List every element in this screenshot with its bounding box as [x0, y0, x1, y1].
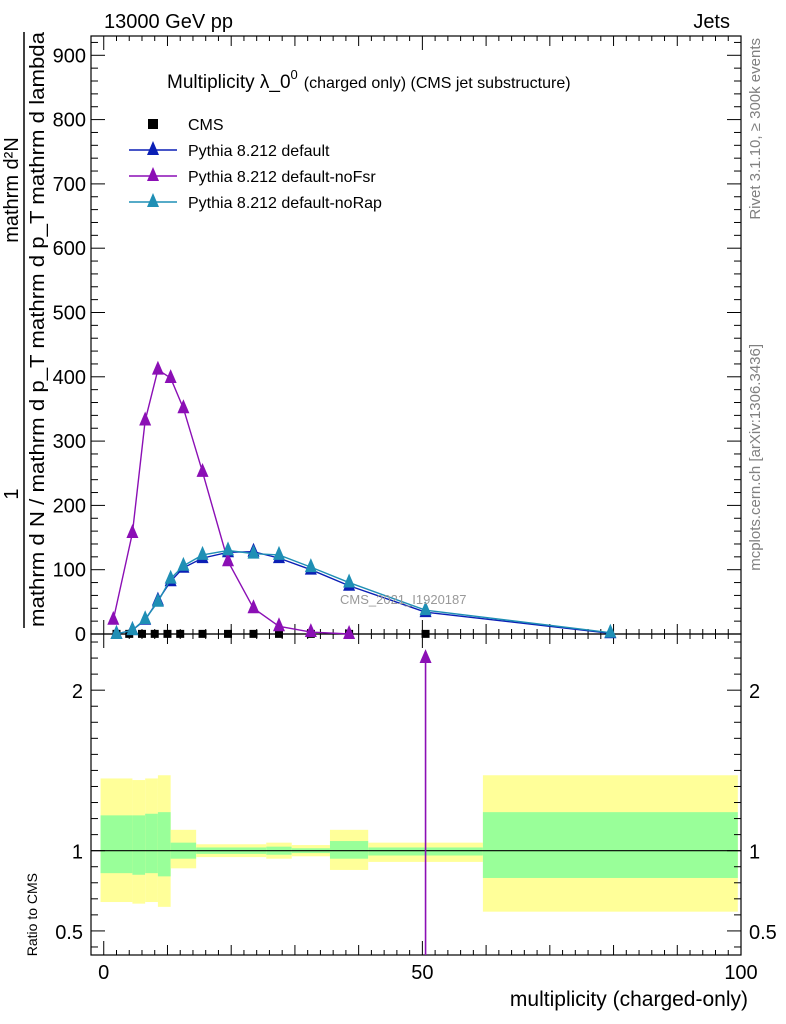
- plot-title-sup: 0: [291, 67, 298, 82]
- legend-entry-nofsr: Pythia 8.212 default-noFsr: [129, 167, 376, 186]
- series-norap-point: [604, 623, 617, 638]
- series-cms-point: [224, 629, 233, 638]
- ratio-band-inner-8: [329, 841, 369, 859]
- ratio-band-inner-10: [482, 812, 738, 878]
- legend-entry-default: Pythia 8.212 default: [129, 141, 330, 160]
- series-norap-point: [304, 558, 317, 573]
- y-axis-label-denominator: mathrm d N / mathrm d p_T mathrm d p_T m…: [27, 31, 49, 627]
- legend-label: CMS: [188, 117, 224, 134]
- ratio-y-tick-label: 2: [72, 681, 83, 703]
- main-y-tick-label: 0: [75, 624, 86, 646]
- main-y-tick-label: 100: [53, 560, 86, 582]
- series-nofsr-point: [247, 599, 260, 614]
- series-cms-point: [249, 629, 258, 638]
- legend-label: Pythia 8.212 default-noFsr: [188, 169, 376, 186]
- series-nofsr-point: [126, 524, 139, 538]
- rivet-label: Rivet 3.1.10, ≥ 300k events: [747, 38, 764, 220]
- series-norap-point: [272, 545, 285, 560]
- legend-label: Pythia 8.212 default-noRap: [188, 195, 382, 212]
- analysis-watermark: CMS_2021_I1920187: [340, 592, 467, 607]
- y-axis-label-dN: mathrm d²N: [1, 137, 23, 243]
- x-tick-label: 0: [98, 962, 109, 984]
- series-nofsr-point: [304, 623, 317, 638]
- legend-entry-norap: Pythia 8.212 default-noRap: [129, 193, 382, 212]
- main-y-tick-label: 200: [53, 495, 86, 517]
- x-tick-label: 50: [411, 962, 433, 984]
- ratio-nofsr-point: [419, 649, 432, 664]
- main-y-tick-label: 400: [53, 367, 86, 389]
- series-norap-point: [222, 541, 235, 556]
- series-norap-point: [151, 592, 164, 607]
- ratio-band-inner-3: [157, 812, 171, 877]
- series-norap-point: [164, 569, 177, 584]
- legend-entry-cms: CMS: [148, 117, 224, 134]
- ratio-plot-frame: [90, 633, 742, 956]
- legend-swatch-marker: [148, 119, 158, 129]
- series-nofsr-line: [112, 368, 350, 635]
- series-cms-point: [198, 629, 207, 638]
- series-nofsr-point: [107, 610, 120, 625]
- ratio-band-inner-1: [132, 815, 146, 875]
- main-y-tick-label: 300: [53, 431, 86, 453]
- series-nofsr-point: [177, 399, 190, 414]
- ratio-uncertainty-bands: [91, 775, 741, 912]
- legend-swatch-marker: [147, 193, 159, 207]
- legend-label: Pythia 8.212 default: [188, 143, 330, 160]
- legend: CMS Pythia 8.212 default Pythia 8.212 defa…: [129, 117, 382, 212]
- ratio-series-nofsr: [419, 649, 432, 955]
- series-nofsr: [107, 360, 356, 639]
- series-cms-point: [274, 629, 283, 638]
- axis-ticks: 0 50 100 0 100 200 300 400 500 600 700 800 900 0.5 0.5…: [53, 36, 777, 984]
- series-cms-point: [176, 629, 185, 638]
- series-cms-point: [137, 629, 146, 638]
- series-norap-point: [110, 625, 123, 639]
- main-y-tick-label: 900: [53, 45, 86, 67]
- mcplots-label: mcplots.cern.ch [arXiv:1306.3436]: [747, 344, 764, 571]
- main-y-tick-label: 500: [53, 302, 86, 324]
- plot-title-main: Multiplicity λ_0: [167, 72, 291, 93]
- x-tick-label: 100: [724, 962, 757, 984]
- y-axis-label-numerator: 1: [1, 488, 23, 499]
- series-norap-point: [139, 610, 152, 625]
- series-cms-point: [150, 629, 159, 638]
- series-norap-point: [247, 544, 260, 559]
- series-cms-point: [163, 629, 172, 638]
- series-nofsr-point: [151, 360, 164, 375]
- plot-frames: [90, 35, 742, 956]
- main-y-tick-label: 800: [53, 110, 86, 132]
- energy-label: 13000 GeV pp: [104, 11, 233, 33]
- series-cms-point: [421, 629, 430, 638]
- series-norap-point: [177, 556, 190, 571]
- series-nofsr-point: [164, 369, 177, 384]
- legend-swatch-marker: [147, 167, 159, 181]
- legend-swatch-marker: [147, 141, 159, 155]
- ratio-band-inner-2: [145, 813, 158, 874]
- series-nofsr-point: [222, 552, 235, 567]
- ratio-y-tick-label-right: 1: [749, 842, 760, 864]
- series-nofsr-point: [272, 617, 285, 632]
- series-norap-point: [343, 573, 356, 588]
- ratio-y-tick-label-right: 0.5: [749, 922, 777, 944]
- ratio-band-inner-0: [100, 815, 133, 874]
- plot-title: Multiplicity λ_00 (charged only) (CMS jet…: [167, 67, 571, 93]
- main-y-tick-label: 700: [53, 174, 86, 196]
- series-norap-point: [419, 601, 432, 616]
- series-nofsr-point: [196, 462, 209, 477]
- ratio-y-axis-label: Ratio to CMS: [24, 873, 40, 956]
- series-norap: [110, 541, 617, 639]
- series-nofsr-point: [139, 411, 152, 426]
- main-y-tick-label: 600: [53, 238, 86, 260]
- ratio-y-tick-label: 0.5: [55, 922, 83, 944]
- plot-title-extra: (charged only) (CMS jet substructure): [304, 75, 571, 92]
- category-label: Jets: [693, 11, 730, 33]
- series-norap-point: [196, 545, 209, 560]
- series-nofsr-point: [343, 625, 356, 639]
- x-axis-label: multiplicity (charged-only): [510, 988, 748, 1011]
- series-norap-point: [126, 621, 139, 636]
- data-series: [107, 360, 617, 955]
- ratio-y-tick-label-right: 2: [749, 681, 760, 703]
- ratio-y-tick-label: 1: [72, 842, 83, 864]
